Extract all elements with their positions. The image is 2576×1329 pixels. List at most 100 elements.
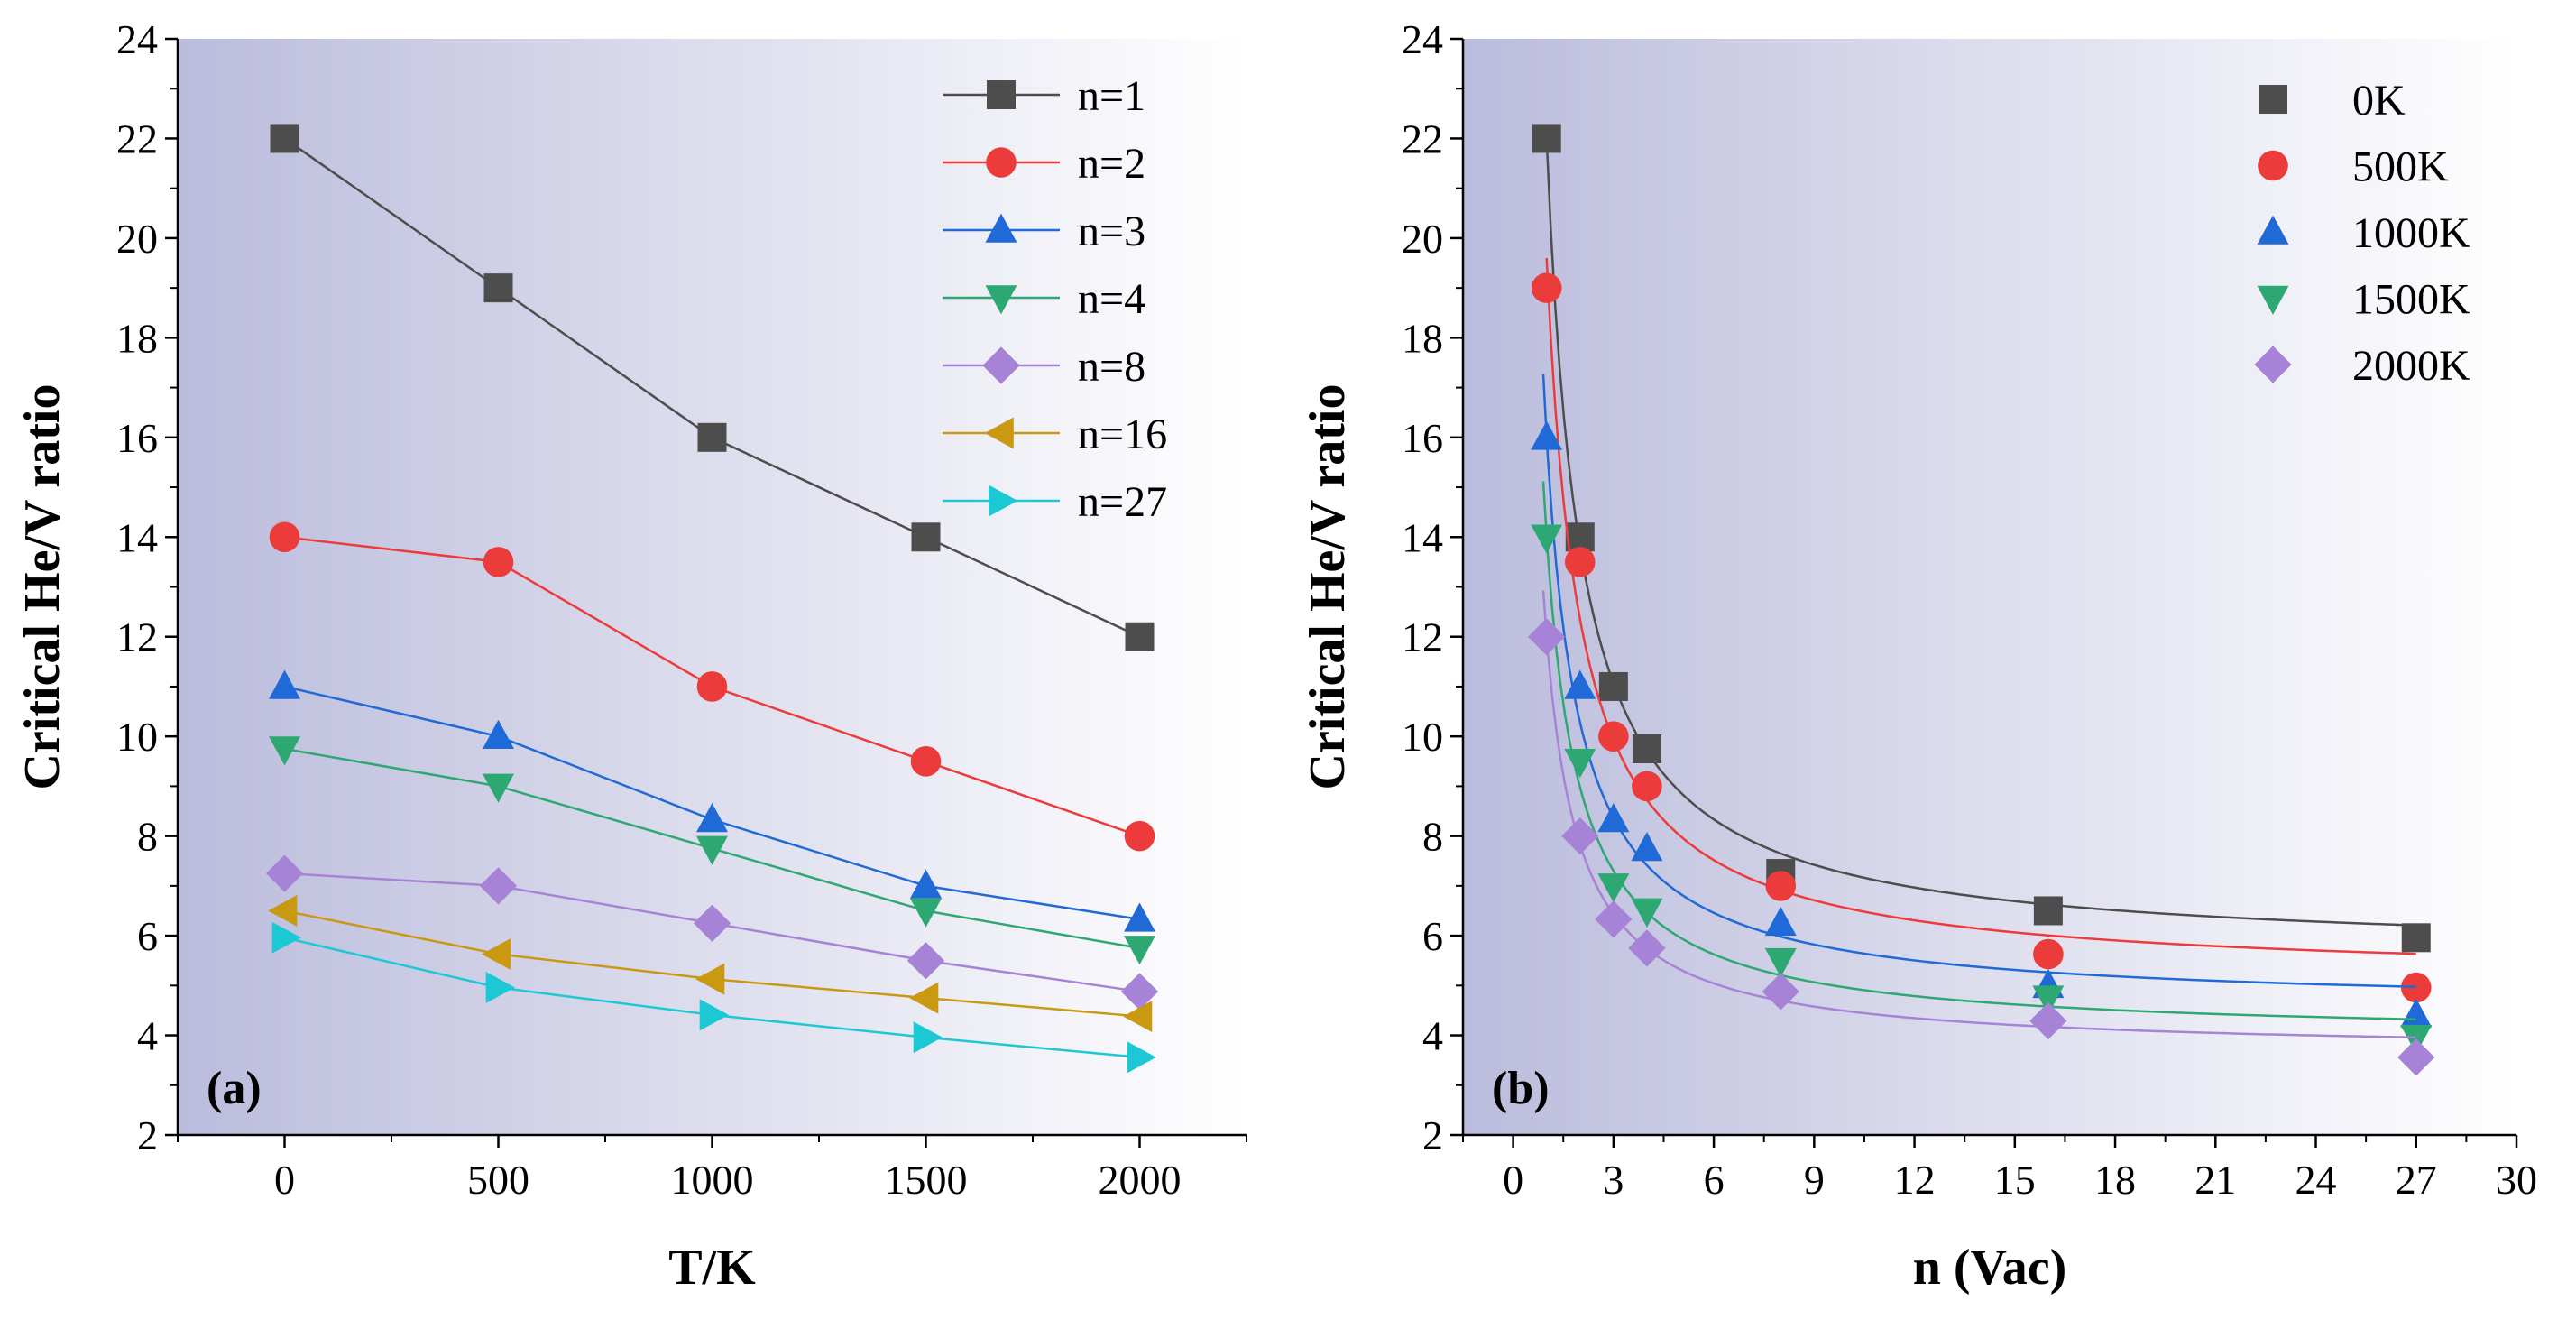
y-tick-label: 24 bbox=[1402, 16, 1443, 62]
x-tick-label: 12 bbox=[1894, 1157, 1936, 1203]
y-tick-label: 4 bbox=[1422, 1013, 1443, 1059]
data-point bbox=[1124, 936, 1155, 965]
data-point bbox=[2033, 896, 2063, 926]
data-point bbox=[693, 904, 731, 942]
series-2000K bbox=[1528, 590, 2435, 1076]
legend-marker bbox=[2257, 285, 2289, 315]
data-point bbox=[1595, 900, 1633, 938]
data-point bbox=[485, 972, 515, 1004]
y-tick-label: 14 bbox=[116, 514, 158, 560]
data-point bbox=[2397, 1038, 2435, 1076]
legend-label: n=2 bbox=[1078, 140, 1145, 188]
data-point bbox=[483, 273, 513, 303]
data-point bbox=[271, 921, 301, 954]
data-point bbox=[483, 547, 514, 577]
data-point bbox=[2401, 923, 2431, 953]
data-point bbox=[910, 745, 942, 777]
data-point bbox=[913, 1021, 943, 1054]
legend-item: n=16 bbox=[943, 411, 1167, 458]
series-n=3 bbox=[269, 669, 1155, 932]
fit-curve bbox=[1545, 257, 2416, 955]
series-500K bbox=[1531, 257, 2432, 1003]
data-point bbox=[1597, 803, 1630, 833]
legend-marker bbox=[985, 285, 1017, 315]
legend-marker bbox=[982, 346, 1020, 384]
data-point bbox=[1531, 272, 1562, 303]
series-n=2 bbox=[269, 521, 1155, 852]
series-n=8 bbox=[265, 854, 1159, 1011]
y-tick-label: 20 bbox=[116, 216, 158, 262]
x-tick-label: 1000 bbox=[671, 1157, 754, 1203]
legend-item: 500K bbox=[2258, 143, 2449, 191]
legend-label: n=3 bbox=[1078, 208, 1145, 255]
series-1500K bbox=[1531, 481, 2433, 1055]
fit-curve bbox=[1545, 138, 2416, 927]
legend-marker bbox=[2259, 85, 2287, 114]
data-point bbox=[1531, 524, 1563, 554]
legend-label: n=16 bbox=[1078, 411, 1167, 458]
data-point bbox=[2032, 985, 2065, 1015]
data-point bbox=[910, 869, 942, 899]
legend-label: n=4 bbox=[1078, 275, 1145, 323]
y-tick-label: 16 bbox=[116, 415, 158, 461]
y-tick-label: 8 bbox=[1422, 814, 1443, 860]
data-point bbox=[1762, 973, 1799, 1011]
x-tick-label: 1500 bbox=[885, 1157, 968, 1203]
data-point bbox=[1632, 771, 1662, 802]
legend-label: 1500K bbox=[2352, 276, 2470, 324]
y-tick-label: 2 bbox=[1422, 1112, 1443, 1158]
y-tick-label: 12 bbox=[116, 614, 158, 660]
data-point bbox=[696, 671, 728, 702]
legend-item: 2000K bbox=[2254, 342, 2470, 390]
data-point bbox=[1531, 420, 1563, 450]
data-point bbox=[483, 719, 514, 749]
plot-background bbox=[1463, 39, 2516, 1135]
data-point bbox=[1765, 871, 1797, 901]
x-tick-label: 6 bbox=[1704, 1157, 1725, 1203]
legend-item: n=4 bbox=[943, 275, 1145, 323]
legend-marker bbox=[986, 147, 1017, 178]
data-point bbox=[2033, 938, 2064, 970]
series-n=1 bbox=[270, 124, 1155, 651]
legend-marker bbox=[989, 485, 1018, 517]
legend-marker bbox=[985, 213, 1017, 243]
data-point bbox=[1598, 671, 1628, 701]
data-point bbox=[1564, 547, 1596, 577]
y-tick-label: 22 bbox=[116, 115, 158, 162]
data-point bbox=[268, 894, 298, 927]
data-point bbox=[269, 669, 300, 699]
x-axis-title: n (Vac) bbox=[1913, 1240, 2067, 1296]
series-n=27 bbox=[271, 921, 1156, 1074]
data-point bbox=[479, 867, 518, 905]
legend-item: n=2 bbox=[943, 140, 1145, 188]
x-tick-label: 2000 bbox=[1099, 1157, 1182, 1203]
data-point bbox=[1628, 929, 1666, 967]
legend-item: 1000K bbox=[2257, 209, 2470, 257]
data-point bbox=[2400, 972, 2432, 1003]
y-axis-title: Critical He/V ratio bbox=[1300, 384, 1356, 790]
data-point bbox=[265, 854, 304, 892]
x-tick-label: 21 bbox=[2194, 1157, 2236, 1203]
data-point bbox=[910, 898, 942, 928]
legend-marker bbox=[987, 80, 1016, 109]
fit-curve bbox=[1541, 481, 2416, 1020]
x-tick-label: 27 bbox=[2396, 1157, 2437, 1203]
data-point bbox=[1598, 721, 1629, 752]
x-tick-label: 0 bbox=[1503, 1157, 1523, 1203]
y-tick-label: 6 bbox=[1422, 913, 1443, 959]
y-tick-label: 8 bbox=[137, 814, 158, 860]
legend-label: n=8 bbox=[1078, 343, 1145, 391]
data-point bbox=[270, 124, 299, 153]
y-axis-title: Critical He/V ratio bbox=[14, 384, 70, 790]
data-point bbox=[483, 773, 514, 803]
legend-label: n=1 bbox=[1078, 72, 1145, 120]
legend: 0K 500K 1000K 1500K 2000K bbox=[2254, 77, 2470, 390]
data-point bbox=[1764, 906, 1797, 937]
data-point bbox=[696, 835, 728, 865]
y-tick-label: 20 bbox=[1402, 216, 1443, 262]
y-tick-label: 24 bbox=[116, 16, 158, 62]
data-point bbox=[1532, 124, 1561, 153]
legend-item: n=27 bbox=[943, 478, 1167, 526]
data-point bbox=[906, 942, 945, 980]
x-tick-label: 18 bbox=[2094, 1157, 2136, 1203]
